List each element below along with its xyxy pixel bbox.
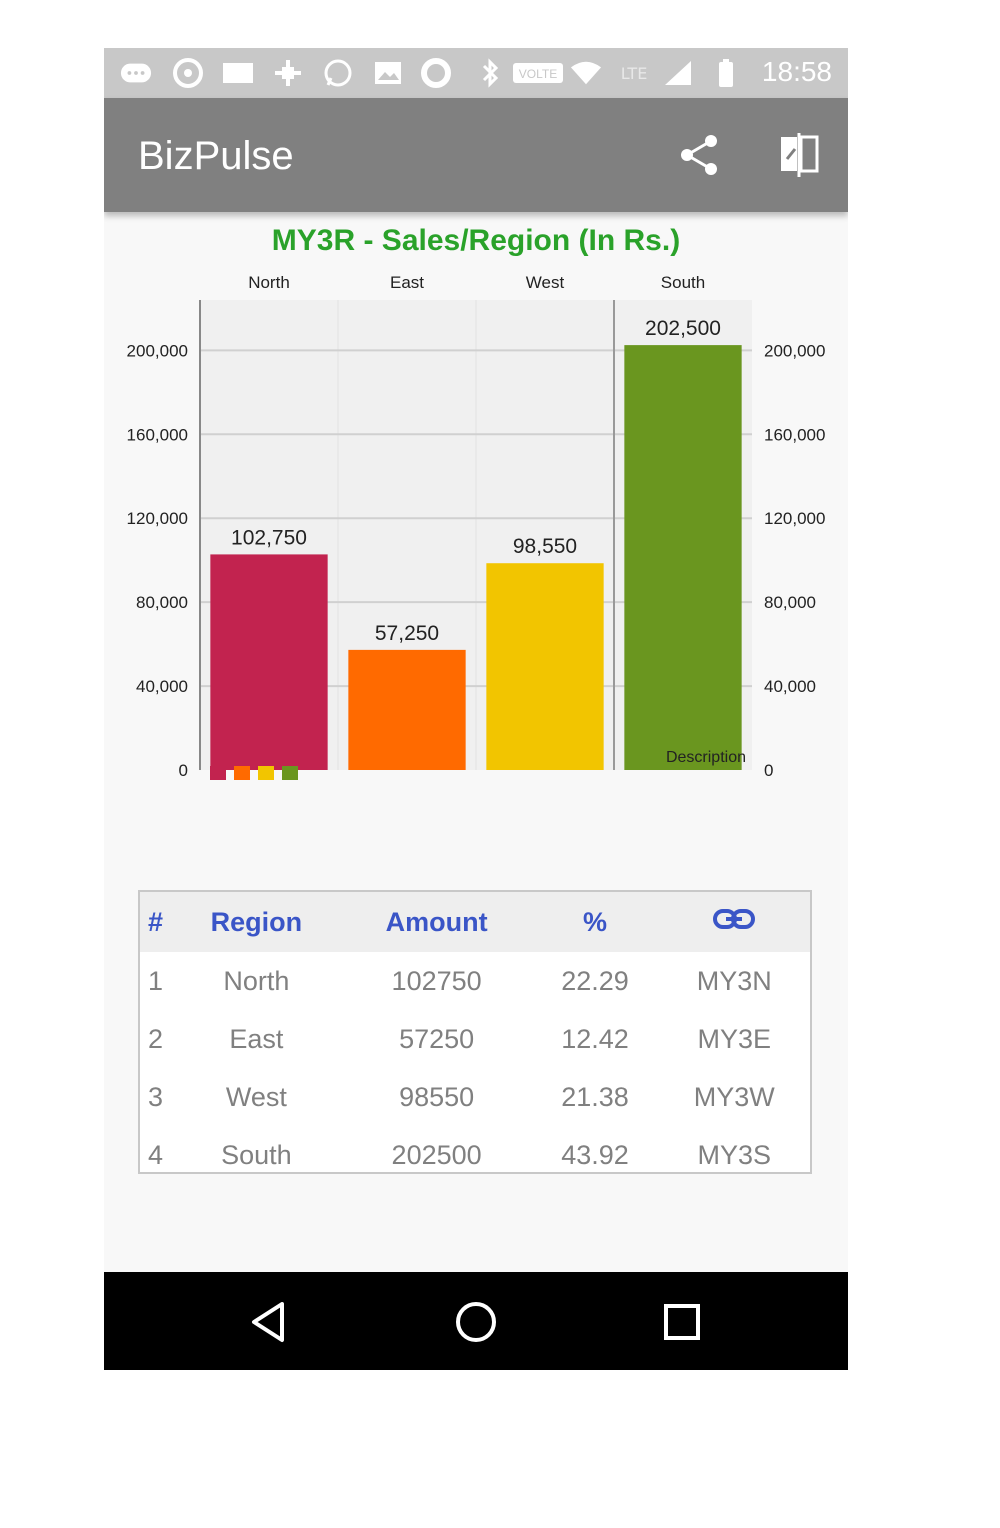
share-icon[interactable] xyxy=(672,128,726,182)
legend-swatch xyxy=(258,766,274,780)
sync-icon xyxy=(420,58,452,88)
row-link[interactable]: MY3E xyxy=(697,1023,771,1054)
signal-icon xyxy=(662,58,694,88)
legend-swatch xyxy=(234,766,250,780)
phone-screen: VOLTE LTE 18:58 BizPulse xyxy=(104,48,848,1370)
volte-label: VOLTE xyxy=(519,67,557,81)
row-region: North xyxy=(223,965,290,996)
row-link[interactable]: MY3N xyxy=(696,965,772,996)
legend-swatch xyxy=(282,766,298,780)
table-row[interactable]: 1 North 102750 22.29 MY3N xyxy=(140,952,810,1010)
category-label: East xyxy=(390,273,424,292)
row-region: East xyxy=(229,1023,284,1054)
link-icon xyxy=(658,892,810,952)
legend-swatch xyxy=(210,766,226,780)
row-amount: 57250 xyxy=(399,1023,475,1054)
category-label: South xyxy=(661,273,705,292)
compare-icon[interactable] xyxy=(772,128,826,182)
table-header-row: # Region Amount % xyxy=(140,892,810,952)
table-row[interactable]: 3 West 98550 21.38 MY3W xyxy=(140,1068,810,1126)
battery-icon xyxy=(710,58,742,88)
y-tick-label-right: 40,000 xyxy=(764,677,816,696)
message-icon xyxy=(120,58,152,88)
bar-west xyxy=(486,563,604,770)
recents-icon[interactable] xyxy=(656,1296,708,1348)
bar-value-label: 98,550 xyxy=(513,535,577,558)
row-number: 2 xyxy=(148,1023,164,1054)
row-number: 4 xyxy=(148,1139,164,1170)
table-row[interactable]: 2 East 57250 12.42 MY3E xyxy=(140,1010,810,1068)
card-icon xyxy=(222,58,254,88)
bar-value-label: 102,750 xyxy=(231,526,307,549)
whatsapp-icon xyxy=(322,58,354,88)
home-icon[interactable] xyxy=(450,1296,502,1348)
y-tick-label-left: 80,000 xyxy=(136,593,188,612)
row-percent: 21.38 xyxy=(561,1081,629,1112)
chart-description: Description xyxy=(666,749,746,766)
region-table: # Region Amount % 1 North xyxy=(138,890,812,1174)
col-header-region: Region xyxy=(171,892,342,952)
lte-icon: LTE xyxy=(614,58,654,88)
col-header-number: # xyxy=(140,892,172,952)
y-tick-label-right: 120,000 xyxy=(764,509,825,528)
y-tick-label-left: 200,000 xyxy=(127,341,188,360)
col-header-percent: % xyxy=(531,892,659,952)
row-number: 3 xyxy=(148,1081,164,1112)
bar-value-label: 202,500 xyxy=(645,317,721,340)
row-region: West xyxy=(225,1081,287,1112)
row-region: South xyxy=(221,1139,292,1170)
row-percent: 43.92 xyxy=(561,1139,629,1170)
row-link[interactable]: MY3S xyxy=(697,1139,771,1170)
navigation-bar xyxy=(104,1272,848,1370)
y-tick-label-right: 80,000 xyxy=(764,593,816,612)
category-label: West xyxy=(526,273,565,292)
app-bar: BizPulse xyxy=(104,98,848,212)
status-time: 18:58 xyxy=(761,56,832,87)
volte-icon: VOLTE xyxy=(510,58,566,88)
y-tick-label-right: 200,000 xyxy=(764,341,825,360)
bluetooth-icon xyxy=(474,58,506,88)
row-amount: 98550 xyxy=(399,1081,475,1112)
y-tick-label-left: 160,000 xyxy=(127,425,188,444)
table-row[interactable]: 4 South 202500 43.92 MY3S xyxy=(140,1126,810,1184)
category-label: North xyxy=(248,273,290,292)
bar-value-label: 57,250 xyxy=(375,622,439,645)
y-tick-label-left: 0 xyxy=(179,761,188,780)
bar-chart: 0 0 40,000 40,000 80,000 80,000 120,000 120,000… xyxy=(127,273,825,780)
bar-south xyxy=(624,345,742,770)
wifi-icon xyxy=(570,58,602,88)
app-title: BizPulse xyxy=(138,134,294,178)
y-tick-label-left: 40,000 xyxy=(136,677,188,696)
lte-label: LTE xyxy=(620,63,648,83)
back-icon[interactable] xyxy=(242,1296,294,1348)
row-amount: 202500 xyxy=(391,1139,482,1170)
chart-title: MY3R - Sales/Region (In Rs.) xyxy=(271,224,681,257)
bar-east xyxy=(348,649,466,770)
y-tick-label-right: 160,000 xyxy=(764,425,825,444)
row-link[interactable]: MY3W xyxy=(693,1081,775,1112)
row-number: 1 xyxy=(148,965,164,996)
settings-ring-icon xyxy=(172,58,204,88)
image-icon xyxy=(372,58,404,88)
bar-north xyxy=(210,554,328,770)
row-amount: 102750 xyxy=(391,965,482,996)
col-header-amount: Amount xyxy=(341,892,532,952)
row-percent: 12.42 xyxy=(561,1023,629,1054)
y-tick-label-right: 0 xyxy=(764,761,773,780)
move-icon xyxy=(272,58,304,88)
y-tick-label-left: 120,000 xyxy=(127,509,188,528)
row-percent: 22.29 xyxy=(561,965,629,996)
status-bar: VOLTE LTE 18:58 xyxy=(104,48,848,98)
